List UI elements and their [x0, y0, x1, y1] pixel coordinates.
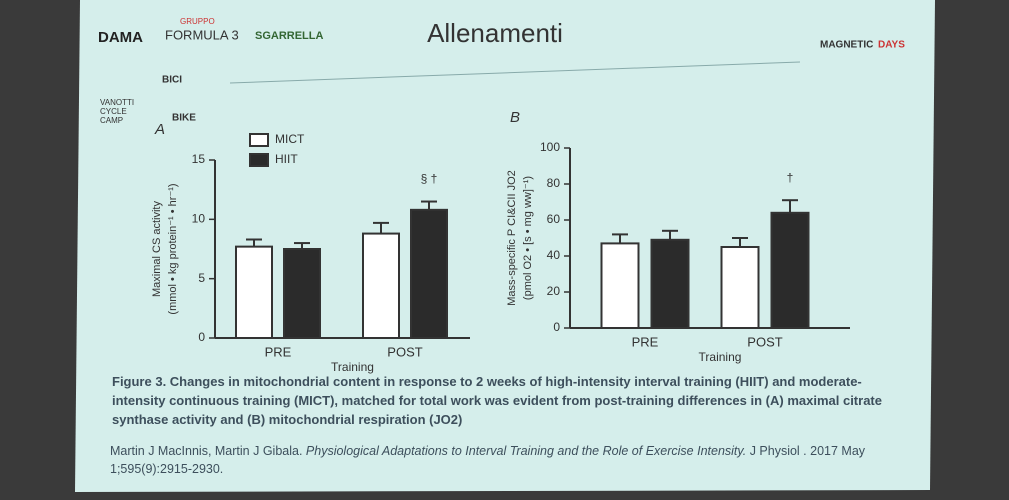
logo: FORMULA 3: [165, 27, 239, 42]
logo: CYCLE: [100, 107, 127, 116]
y-tick-label: 15: [192, 152, 206, 166]
x-tick-label: POST: [747, 334, 782, 349]
x-axis-label: Training: [331, 360, 374, 374]
bar: [410, 208, 448, 339]
title-rule: [229, 61, 801, 84]
logo: MAGNETIC: [820, 40, 873, 51]
panel-label: B: [510, 109, 520, 126]
logo: BICI: [162, 75, 182, 86]
y-tick-label: 10: [192, 212, 206, 226]
bar: [283, 248, 321, 339]
logo: BIKE: [172, 113, 196, 124]
slide-bg: [75, 0, 935, 492]
annotation: †: [787, 170, 794, 184]
legend-label: HIIT: [275, 152, 298, 166]
citation-authors: Martin J MacInnis, Martin J Gibala.: [110, 444, 303, 458]
annotation: § †: [421, 172, 438, 186]
y-tick-label: 20: [547, 284, 561, 298]
y-tick-label: 5: [198, 271, 205, 285]
y-tick-label: 0: [198, 330, 205, 344]
x-axis-label: Training: [699, 350, 742, 364]
logo: CAMP: [100, 116, 123, 125]
bar: [600, 242, 640, 329]
slide-title: Allenamenti: [427, 18, 563, 48]
x-tick-label: POST: [387, 344, 422, 359]
citation: Martin J MacInnis, Martin J Gibala. Phys…: [110, 442, 890, 478]
y-tick-label: 0: [553, 320, 560, 334]
panel-label: A: [154, 121, 165, 138]
y-axis-label: (pmol O2 • [s • mg ww]⁻¹): [522, 176, 534, 300]
y-axis-label: Maximal CS activity: [151, 201, 163, 297]
y-tick-label: 60: [547, 212, 561, 226]
bar: [362, 232, 400, 339]
y-axis-label: (mmol • kg protein⁻¹ • hr⁻¹): [167, 183, 179, 314]
legend-swatch: [249, 153, 269, 167]
bar: [235, 245, 273, 339]
citation-title: Physiological Adaptations to Interval Tr…: [305, 444, 747, 458]
legend-swatch: [249, 133, 269, 147]
bar: [720, 246, 760, 329]
y-tick-label: 80: [547, 176, 561, 190]
legend-label: MICT: [275, 132, 305, 146]
citation-journal: J Physiol . 2017 May 1;595(9):2915-2930.: [110, 444, 866, 476]
bar: [650, 238, 690, 329]
logo: DAMA: [98, 29, 143, 46]
y-tick-label: 40: [547, 248, 561, 262]
bar: [770, 211, 810, 329]
caption: Figure 3. Changes in mitochondrial conte…: [112, 374, 882, 427]
x-tick-label: PRE: [632, 334, 659, 349]
y-tick-label: 100: [540, 140, 560, 154]
logo: GRUPPO: [180, 17, 215, 26]
logo: VANOTTI: [100, 98, 134, 107]
logo: SGARRELLA: [255, 30, 324, 42]
x-tick-label: PRE: [265, 344, 292, 359]
y-axis-label: Mass-specific P CI&CII JO2: [506, 170, 518, 306]
logo: DAYS: [878, 40, 905, 51]
